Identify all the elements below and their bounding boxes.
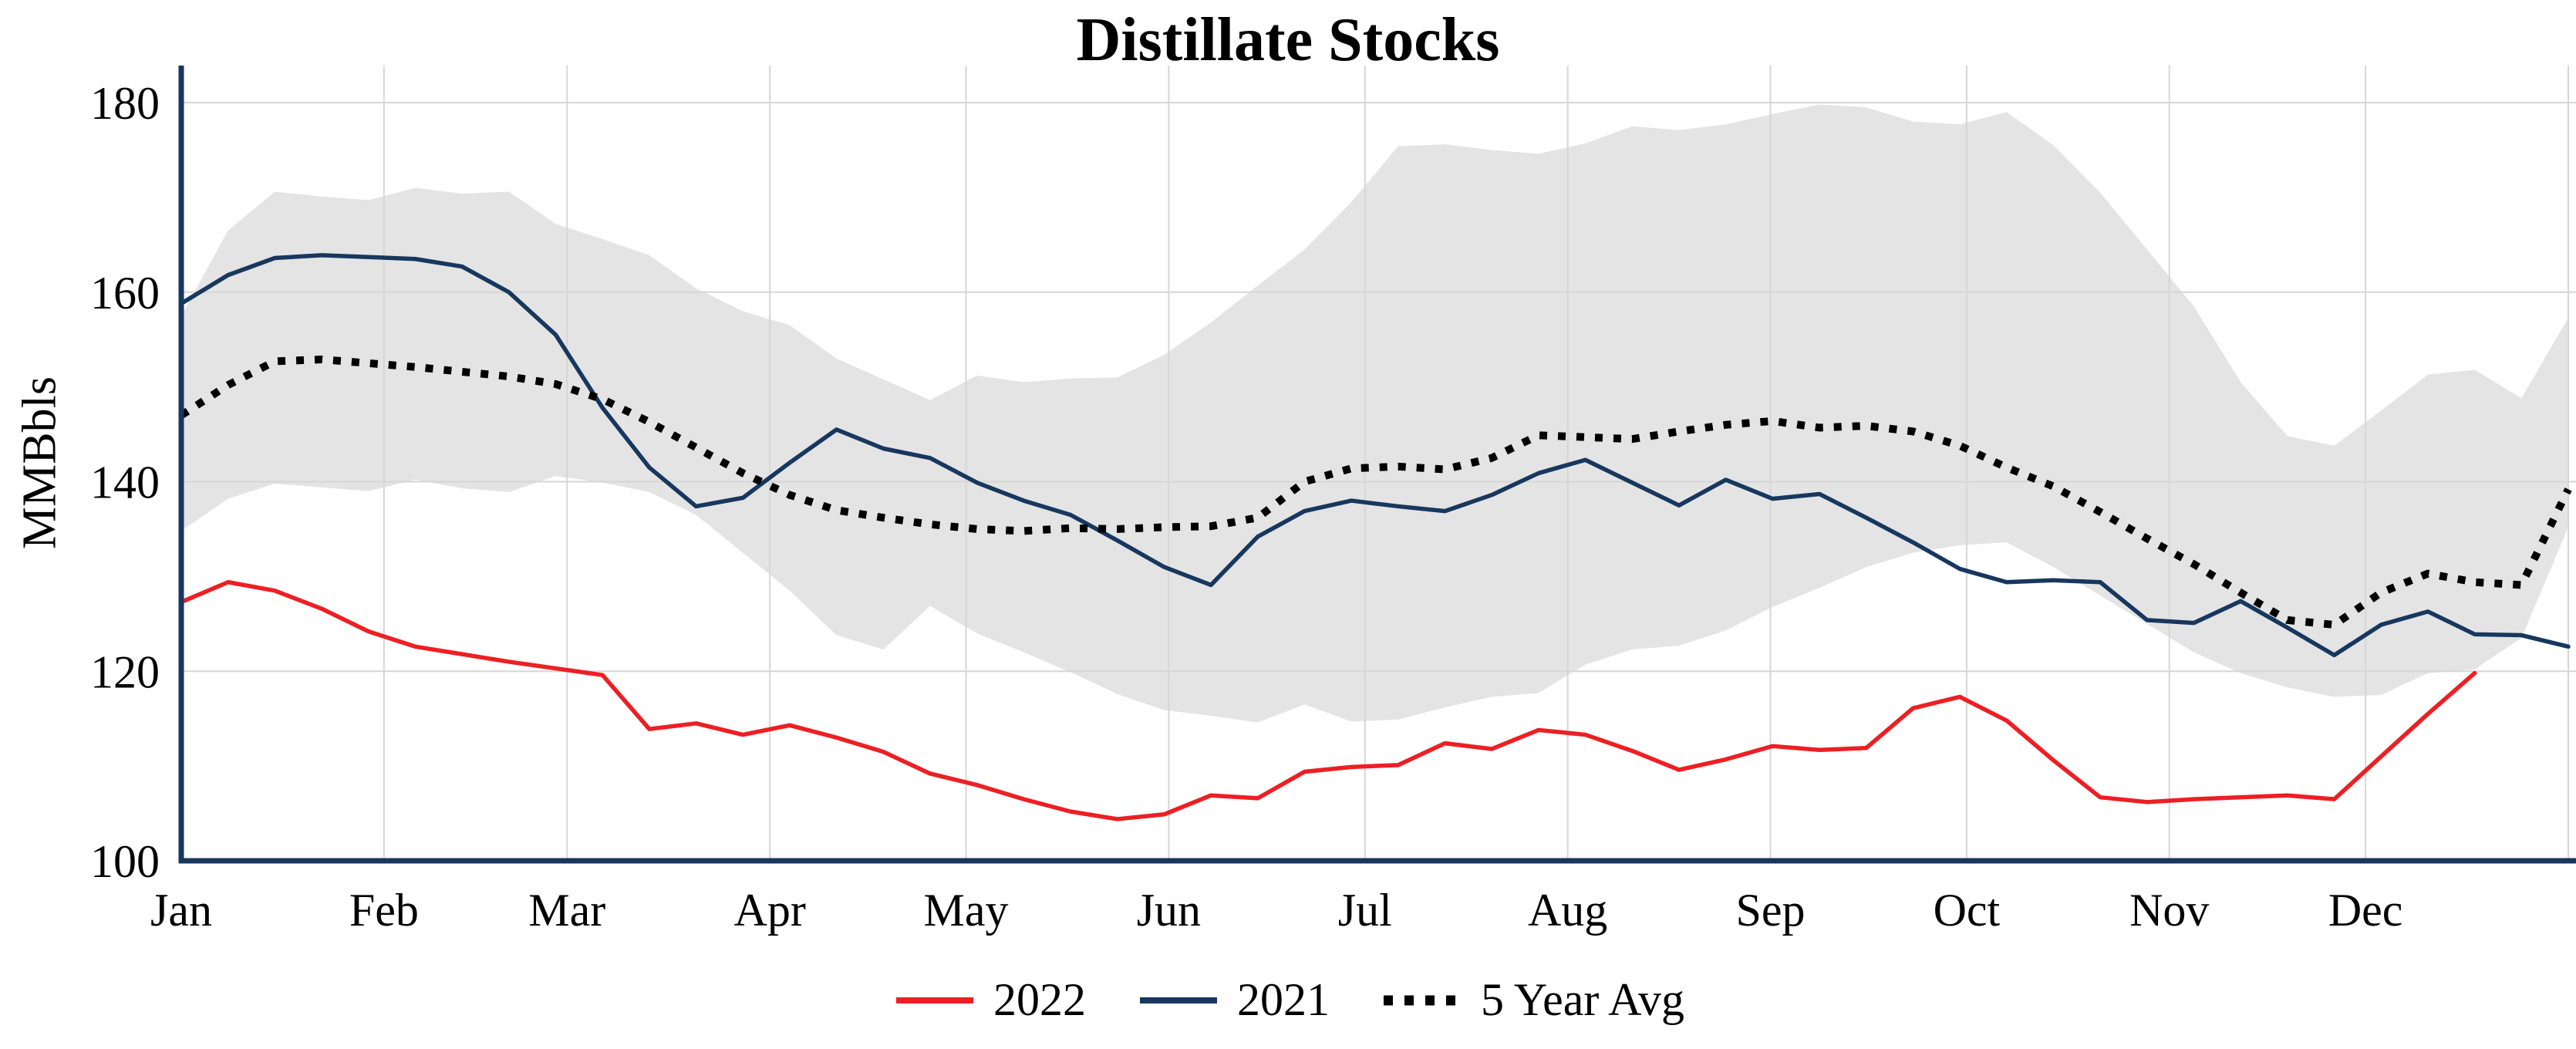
series-line-2021 bbox=[179, 253, 2571, 658]
x-tick-label: Oct bbox=[1934, 885, 2001, 936]
y-tick-label: 100 bbox=[90, 836, 160, 887]
y-tick-label: 160 bbox=[90, 268, 160, 319]
y-tick-label: 120 bbox=[90, 646, 160, 697]
legend-item-2021: 2021 bbox=[1135, 973, 1330, 1027]
legend-line-sample-dotted bbox=[1384, 995, 1462, 1005]
x-tick-label: Sep bbox=[1736, 885, 1806, 936]
legend-line-sample-solid bbox=[896, 997, 974, 1003]
x-tick-label: May bbox=[924, 885, 1009, 936]
chart-title: Distillate Stocks bbox=[1076, 6, 1500, 74]
x-tick-label: Apr bbox=[733, 885, 805, 936]
legend: 2022 2021 5 Year Avg bbox=[0, 973, 2576, 1027]
x-tick-label: Aug bbox=[1528, 885, 1607, 936]
x-tick-label: Feb bbox=[349, 885, 419, 936]
x-tick-label: Jun bbox=[1137, 885, 1201, 936]
legend-label: 2021 bbox=[1237, 974, 1330, 1025]
x-tick-label: Nov bbox=[2129, 885, 2209, 936]
legend-line-sample-solid bbox=[1140, 997, 1218, 1003]
x-tick-label: Dec bbox=[2328, 885, 2403, 936]
five-year-range-band bbox=[181, 104, 2568, 723]
y-tick-label: 140 bbox=[90, 457, 160, 508]
y-tick-label: 180 bbox=[90, 78, 160, 129]
x-tick-label: Mar bbox=[528, 885, 605, 936]
legend-label: 2022 bbox=[993, 974, 1087, 1025]
legend-item-2022: 2022 bbox=[892, 973, 1086, 1027]
x-tick-label: Jul bbox=[1338, 885, 1392, 936]
series-line-2022 bbox=[179, 579, 2477, 821]
legend-label: 5 Year Avg bbox=[1481, 974, 1684, 1025]
legend-item-5-year-avg: 5 Year Avg bbox=[1379, 973, 1684, 1027]
x-tick-label: Jan bbox=[150, 885, 212, 936]
